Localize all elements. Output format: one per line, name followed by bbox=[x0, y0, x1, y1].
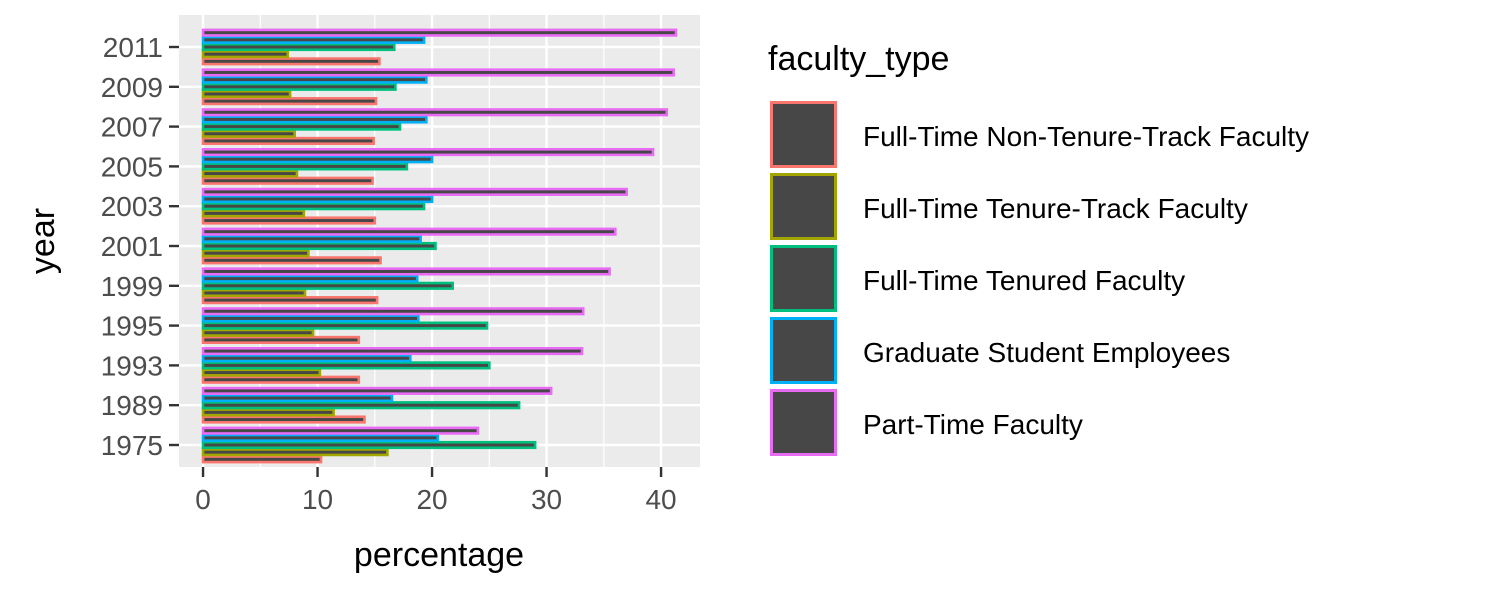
legend-label: Full-Time Tenured Faculty bbox=[863, 265, 1185, 296]
bar bbox=[201, 375, 361, 384]
bar bbox=[201, 307, 585, 316]
legend-item: Part-Time Faculty bbox=[770, 389, 1083, 456]
y-tick-label: 2003 bbox=[101, 191, 163, 222]
bar bbox=[201, 335, 361, 345]
bar bbox=[201, 227, 617, 236]
legend-label: Full-Time Tenure-Track Faculty bbox=[863, 193, 1248, 224]
bar bbox=[201, 89, 292, 99]
x-axis: 0 10 20 30 40 bbox=[195, 467, 677, 515]
bar bbox=[201, 234, 422, 243]
bar bbox=[201, 408, 335, 417]
y-tick-label: 2007 bbox=[101, 112, 163, 143]
y-tick-label: 1975 bbox=[101, 430, 163, 461]
y-tick-label: 1993 bbox=[101, 350, 163, 381]
bar bbox=[201, 274, 419, 283]
bar bbox=[201, 115, 428, 124]
legend-swatch bbox=[770, 101, 837, 168]
y-tick-label: 1995 bbox=[101, 311, 163, 342]
bar bbox=[201, 354, 412, 363]
bar bbox=[201, 97, 378, 106]
bar-series bbox=[201, 28, 678, 464]
bar bbox=[201, 162, 409, 171]
bar bbox=[201, 249, 310, 258]
bar bbox=[201, 433, 440, 442]
bar bbox=[201, 82, 397, 91]
legend: faculty_type Full-Time Non-Tenure-Track … bbox=[768, 40, 1309, 456]
bar bbox=[201, 68, 675, 77]
bar bbox=[201, 448, 389, 457]
bar bbox=[201, 202, 426, 211]
x-tick-label: 0 bbox=[195, 484, 211, 515]
bar bbox=[201, 42, 396, 52]
legend-swatch bbox=[770, 389, 837, 456]
y-tick-label: 1989 bbox=[101, 390, 163, 421]
y-tick-label: 1999 bbox=[101, 271, 163, 302]
legend-swatch bbox=[770, 317, 837, 384]
bar bbox=[201, 75, 428, 84]
y-tick-label: 2001 bbox=[101, 231, 163, 262]
bar bbox=[201, 386, 553, 395]
y-tick-label: 2005 bbox=[101, 151, 163, 182]
bar bbox=[201, 209, 306, 218]
y-axis-title: year bbox=[24, 208, 62, 274]
legend-label: Graduate Student Employees bbox=[863, 337, 1230, 368]
bar bbox=[201, 267, 611, 276]
legend-item: Full-Time Tenured Faculty bbox=[770, 245, 1185, 312]
legend-title: faculty_type bbox=[768, 40, 949, 78]
bar bbox=[201, 288, 307, 298]
legend-label: Part-Time Faculty bbox=[863, 409, 1083, 440]
bar bbox=[201, 129, 296, 138]
bar bbox=[201, 393, 394, 403]
bar bbox=[201, 28, 678, 37]
bar bbox=[201, 415, 366, 424]
legend-item: Graduate Student Employees bbox=[770, 317, 1230, 384]
x-tick-label: 40 bbox=[645, 484, 676, 515]
y-tick-label: 2009 bbox=[101, 72, 163, 103]
bar bbox=[201, 440, 537, 450]
bar bbox=[201, 147, 655, 157]
x-tick-label: 10 bbox=[302, 484, 333, 515]
bar bbox=[201, 35, 426, 44]
legend-label: Full-Time Non-Tenure-Track Faculty bbox=[863, 121, 1309, 152]
bar bbox=[201, 122, 402, 131]
bar bbox=[201, 426, 480, 435]
bar bbox=[201, 57, 381, 66]
x-axis-title: percentage bbox=[354, 536, 524, 574]
bar bbox=[201, 155, 434, 164]
bar bbox=[201, 136, 375, 146]
legend-swatch bbox=[770, 173, 837, 240]
bar bbox=[201, 241, 437, 251]
bar bbox=[201, 401, 521, 410]
y-tick-label: 2011 bbox=[103, 32, 163, 63]
y-axis: 1975 1989 1993 1995 1999 2001 2003 2005 2007 2009… bbox=[101, 32, 179, 461]
bar bbox=[201, 50, 290, 59]
bar bbox=[201, 314, 420, 323]
bar bbox=[201, 346, 584, 356]
legend-item: Full-Time Non-Tenure-Track Faculty bbox=[770, 101, 1309, 168]
bar bbox=[201, 321, 489, 330]
bar bbox=[201, 187, 629, 196]
bar bbox=[201, 194, 434, 204]
bar bbox=[201, 328, 315, 337]
bar bbox=[201, 108, 669, 117]
bar bbox=[201, 368, 322, 377]
bar bbox=[201, 256, 382, 265]
bar bbox=[201, 176, 374, 185]
bar bbox=[201, 455, 323, 464]
bar bbox=[201, 169, 299, 178]
bar bbox=[201, 281, 454, 290]
legend-swatch bbox=[770, 245, 837, 312]
x-tick-label: 20 bbox=[416, 484, 447, 515]
legend-item: Full-Time Tenure-Track Faculty bbox=[770, 173, 1248, 240]
bar bbox=[201, 216, 377, 225]
bar bbox=[201, 296, 379, 305]
x-tick-label: 30 bbox=[531, 484, 562, 515]
bar bbox=[201, 361, 491, 370]
